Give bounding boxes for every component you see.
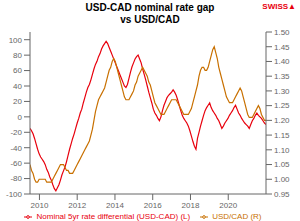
html-text:USD-CAD nominal rate gap vs US: USD-CAD nominal rate gap vs USD/CAD: [85, 2, 215, 25]
svg-text:2020: 2020: [219, 201, 237, 210]
svg-text:1.45: 1.45: [274, 43, 290, 52]
svg-text:-100: -100: [8, 190, 23, 199]
svg-text:80: 80: [13, 51, 22, 60]
svg-text:1.35: 1.35: [274, 72, 290, 81]
svg-text:1.20: 1.20: [274, 116, 290, 125]
svg-text:2010: 2010: [31, 201, 49, 210]
svg-text:2018: 2018: [182, 201, 200, 210]
svg-text:0: 0: [18, 113, 23, 122]
svg-text:-80: -80: [10, 174, 22, 183]
svg-text:2014: 2014: [106, 201, 124, 210]
svg-text:-60: -60: [10, 159, 22, 168]
svg-text:20: 20: [13, 97, 22, 106]
svg-text:1.40: 1.40: [274, 57, 290, 66]
svg-text:40: 40: [13, 82, 22, 91]
svg-text:1.30: 1.30: [274, 87, 290, 96]
svg-text:1.50: 1.50: [274, 28, 290, 37]
svg-text:2016: 2016: [144, 201, 162, 210]
html-text:Nominal 5yr rate differential: Nominal 5yr rate differential (USD-CAD) …: [36, 212, 191, 221]
svg-text:1.15: 1.15: [274, 131, 290, 140]
svg-text:2012: 2012: [68, 201, 86, 210]
svg-text:-20: -20: [10, 128, 22, 137]
svg-text:100: 100: [9, 36, 23, 45]
svg-text:1.25: 1.25: [274, 101, 290, 110]
html-text:SWISS▲: SWISS▲: [262, 2, 296, 11]
svg-text:0.95: 0.95: [274, 190, 290, 199]
svg-text:1.05: 1.05: [274, 160, 290, 169]
svg-text:1.10: 1.10: [274, 146, 290, 155]
svg-text:-40: -40: [10, 144, 22, 153]
html-text:USD/CAD (R): USD/CAD (R): [212, 212, 262, 221]
svg-text:1.00: 1.00: [274, 175, 290, 184]
svg-text:60: 60: [13, 66, 22, 75]
